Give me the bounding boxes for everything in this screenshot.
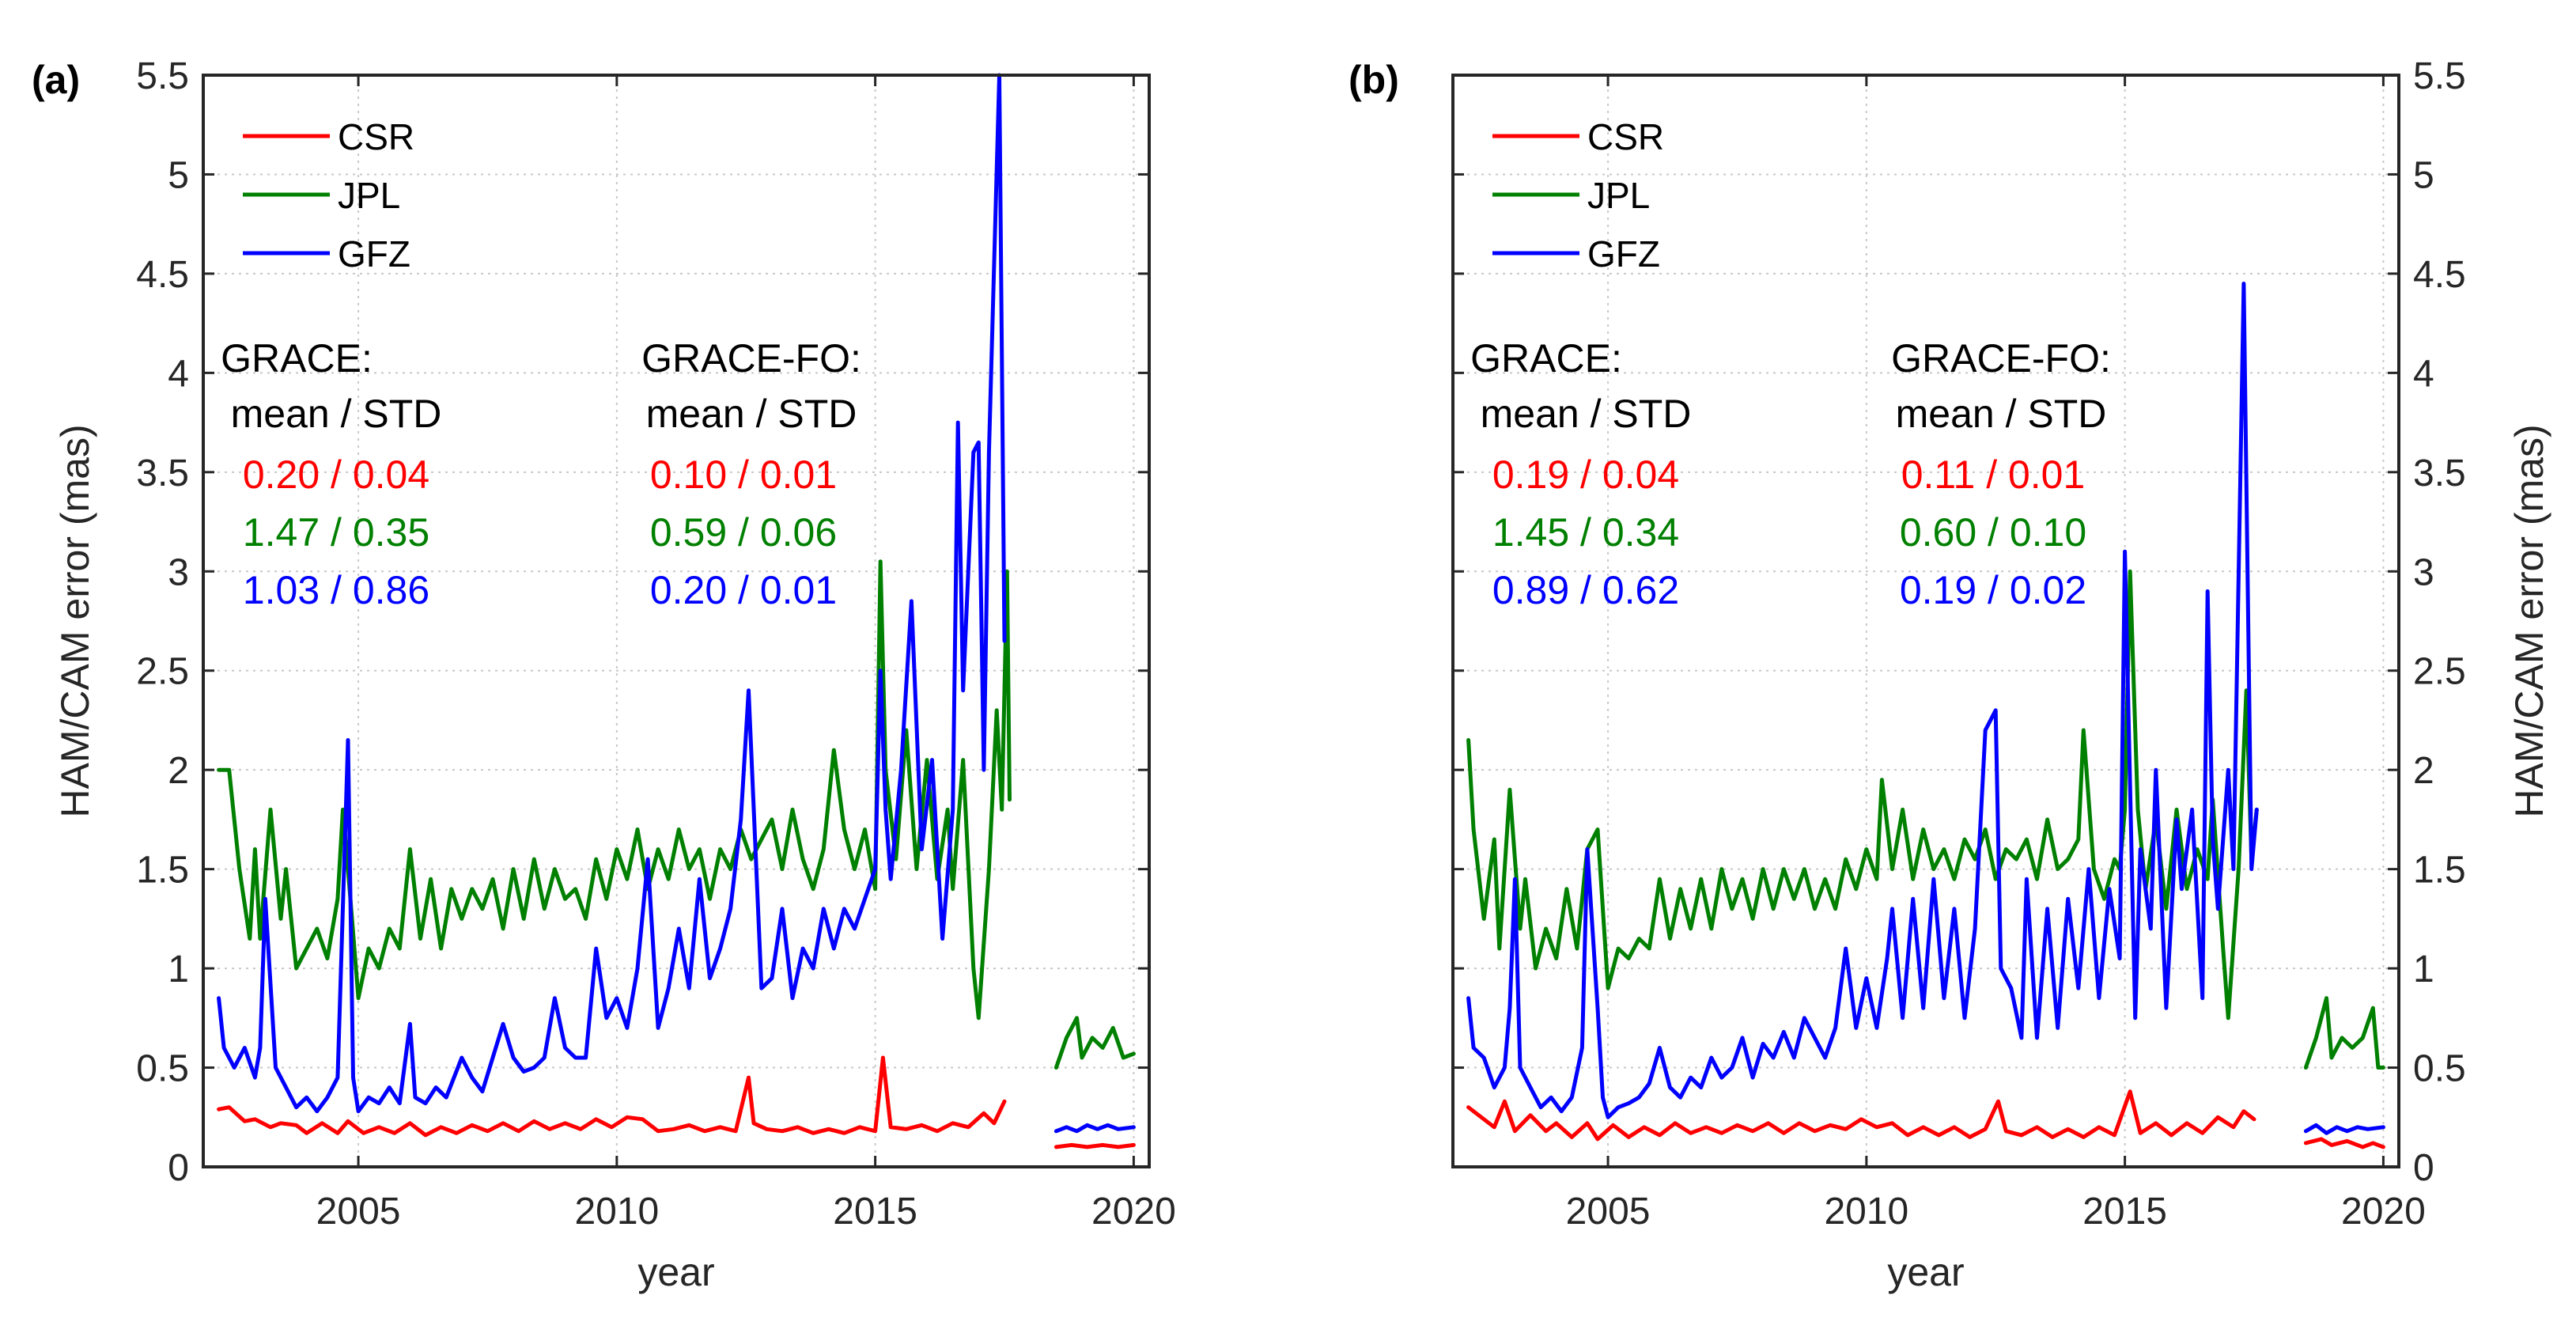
legend: CSR JPL GFZ [1492,116,1664,275]
y-tick-label: 4 [2413,353,2434,395]
x-tick-label: 2015 [2082,1191,2167,1233]
grace-stat-gfz: 0.89 / 0.62 [1492,568,1679,612]
series-line-csr-gracefo [1053,1142,1136,1149]
legend-label-csr: CSR [1587,116,1664,157]
y-tick-label: 2 [2413,750,2434,792]
series-jpl [217,559,1136,1070]
series-line-csr-gracefo [2303,1137,2385,1149]
panel-a: 2005 2010 2015 2020 0 0.5 1 1.5 2 2.5 3 3.5 4 4.5 5 5.5… [32,55,1176,1294]
y-tick-label: 5.5 [136,55,189,97]
grace-title: GRACE: [1470,336,1622,381]
x-tick-label: 2005 [316,1191,401,1233]
y-tick-label: 3 [2413,551,2434,593]
gracefo-title: GRACE-FO: [641,336,861,381]
y-tick-label: 0 [168,1147,189,1189]
y-tick-label: 2.5 [2413,651,2466,693]
x-tick-label: 2010 [1824,1191,1908,1233]
axes-box [202,74,1151,1168]
x-tick-label: 2010 [574,1191,659,1233]
legend-label-csr: CSR [338,116,414,157]
series-line-gfz-grace [1466,282,2259,1119]
y-tick-label: 4.5 [136,254,189,296]
series-gfz [217,73,1136,1134]
panel-label: (a) [32,58,80,102]
stats-annotation: GRACE: mean / STD GRACE-FO: mean / STD 0.19 … [1470,336,2111,612]
gracefo-title: GRACE-FO: [1891,336,2111,381]
y-tick-label: 0.5 [136,1048,189,1090]
grace-stat-jpl: 1.47 / 0.35 [243,510,429,555]
series-line-csr-grace [1466,1089,2256,1142]
series-csr [217,1055,1136,1149]
gracefo-subtitle: mean / STD [1896,392,2107,436]
grace-stat-csr: 0.19 / 0.04 [1492,453,1679,497]
y-tick-label: 1 [2413,949,2434,990]
x-axis-label: year [637,1250,714,1294]
y-tick-label: 3.5 [136,453,189,494]
y-tick-label: 3 [168,551,189,593]
y-tick-label: 2.5 [136,651,189,693]
legend-label-gfz: GFZ [1587,233,1660,275]
y-axis-label: HAM/CAM error (mas) [2507,424,2551,817]
grace-title: GRACE: [221,336,373,381]
gracefo-stat-csr: 0.10 / 0.01 [650,453,837,497]
x-tick-label: 2015 [833,1191,917,1233]
series-gfz [1466,282,2385,1135]
y-tick-label: 0 [2413,1147,2434,1189]
y-tick-label: 5.5 [2413,55,2466,97]
series-line-gfz-gracefo [1053,1123,1136,1134]
gracefo-stat-gfz: 0.19 / 0.02 [1900,568,2086,612]
y-tick-label: 4 [168,353,189,395]
grace-subtitle: mean / STD [1481,392,1692,436]
series-line-csr-grace [217,1055,1007,1138]
legend-label-jpl: JPL [338,175,400,216]
y-tick-label: 1.5 [2413,850,2466,892]
series-csr [1466,1089,2385,1149]
x-tick-label: 2020 [1091,1191,1176,1233]
stats-annotation: GRACE: mean / STD GRACE-FO: mean / STD 0.20 … [221,336,861,612]
grace-stat-jpl: 1.45 / 0.34 [1492,510,1679,555]
series-line-jpl-gracefo [1053,1016,1136,1070]
legend-label-gfz: GFZ [338,233,410,275]
grid [203,75,1149,1167]
y-tick-label: 2 [168,750,189,792]
gracefo-subtitle: mean / STD [646,392,857,436]
grace-subtitle: mean / STD [231,392,442,436]
series-line-jpl-gracefo [2303,996,2385,1070]
y-tick-label: 0.5 [2413,1048,2466,1090]
x-axis-label: year [1887,1250,1964,1294]
panel-label: (b) [1349,58,1399,102]
y-tick-label: 5 [2413,154,2434,196]
y-axis-label: HAM/CAM error (mas) [53,424,97,817]
y-tick-label: 4.5 [2413,254,2466,296]
legend: CSR JPL GFZ [243,116,414,275]
series-line-gfz-grace [217,73,1007,1114]
grid [1453,75,2399,1167]
grace-stat-gfz: 1.03 / 0.86 [243,568,429,612]
gracefo-stat-gfz: 0.20 / 0.01 [650,568,837,612]
x-tick-label: 2020 [2341,1191,2426,1233]
series-line-gfz-gracefo [2303,1123,2385,1135]
gracefo-stat-jpl: 0.59 / 0.06 [650,510,837,555]
y-tick-label: 1.5 [136,850,189,892]
axes-box [1451,74,2400,1168]
y-tick-label: 5 [168,154,189,196]
y-tick-label: 1 [168,949,189,990]
series-line-jpl-grace [217,559,1012,1021]
y-tick-label: 3.5 [2413,453,2466,494]
gracefo-stat-csr: 0.11 / 0.01 [1901,453,2086,497]
legend-label-jpl: JPL [1587,175,1650,216]
gracefo-stat-jpl: 0.60 / 0.10 [1900,510,2086,555]
x-tick-label: 2005 [1566,1191,1651,1233]
grace-stat-csr: 0.20 / 0.04 [243,453,429,497]
